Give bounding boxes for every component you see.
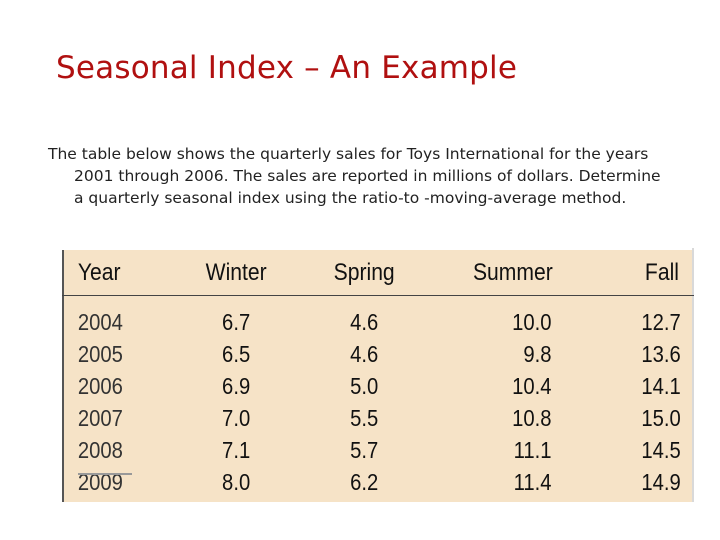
- cell-fall: 14.9: [641, 468, 682, 495]
- cell-winter: 6.9: [222, 372, 251, 399]
- cell-winter: 6.5: [222, 340, 251, 367]
- table-row: 2008 7.1 5.7 11.1 14.5: [62, 434, 694, 466]
- cell-fall: 15.0: [641, 404, 682, 431]
- cell-summer: 10.4: [511, 372, 552, 399]
- cell-fall: 12.7: [641, 308, 682, 335]
- table-row: 2007 7.0 5.5 10.8 15.0: [62, 402, 694, 434]
- table-background: [62, 250, 694, 502]
- cell-year: 2004: [77, 308, 123, 335]
- cell-summer: 11.4: [513, 468, 552, 495]
- table-right-border: [692, 248, 694, 502]
- cell-fall: 14.1: [641, 372, 682, 399]
- strikethrough-mark: [78, 473, 132, 475]
- table-left-border: [62, 250, 64, 502]
- quarterly-sales-table: Year Winter Spring Summer Fall 2004 6.7 …: [62, 250, 694, 498]
- cell-spring: 4.6: [350, 308, 379, 335]
- cell-fall: 14.5: [641, 436, 682, 463]
- header-winter: Winter: [205, 258, 267, 286]
- cell-spring: 5.5: [350, 404, 379, 431]
- cell-winter: 8.0: [222, 468, 251, 495]
- cell-summer: 10.8: [511, 404, 552, 431]
- cell-winter: 7.1: [222, 436, 251, 463]
- cell-year: 2006: [77, 372, 123, 399]
- header-spring: Spring: [333, 258, 395, 286]
- table-row: 2006 6.9 5.0 10.4 14.1: [62, 370, 694, 402]
- cell-summer: 10.0: [511, 308, 552, 335]
- slide-title: Seasonal Index – An Example: [56, 50, 518, 86]
- cell-spring: 4.6: [350, 340, 379, 367]
- table-header-row: Year Winter Spring Summer Fall: [62, 250, 694, 296]
- cell-spring: 6.2: [350, 468, 379, 495]
- table-row: 2009 8.0 6.2 11.4 14.9: [62, 466, 694, 498]
- cell-year: 2008: [77, 436, 123, 463]
- cell-year: 2005: [77, 340, 123, 367]
- cell-fall: 13.6: [641, 340, 682, 367]
- cell-year: 2009: [77, 468, 123, 495]
- cell-winter: 7.0: [222, 404, 251, 431]
- cell-summer: 11.1: [513, 436, 552, 463]
- table-row: 2004 6.7 4.6 10.0 12.7: [62, 296, 694, 339]
- cell-spring: 5.7: [350, 436, 379, 463]
- cell-winter: 6.7: [222, 308, 251, 335]
- header-fall: Fall: [645, 258, 680, 286]
- header-year: Year: [77, 258, 121, 286]
- cell-summer: 9.8: [522, 340, 552, 367]
- header-summer: Summer: [472, 258, 553, 286]
- table-row: 2005 6.5 4.6 9.8 13.6: [62, 338, 694, 370]
- cell-spring: 5.0: [350, 372, 379, 399]
- cell-year: 2007: [77, 404, 123, 431]
- description-text: The table below shows the quarterly sale…: [48, 145, 661, 207]
